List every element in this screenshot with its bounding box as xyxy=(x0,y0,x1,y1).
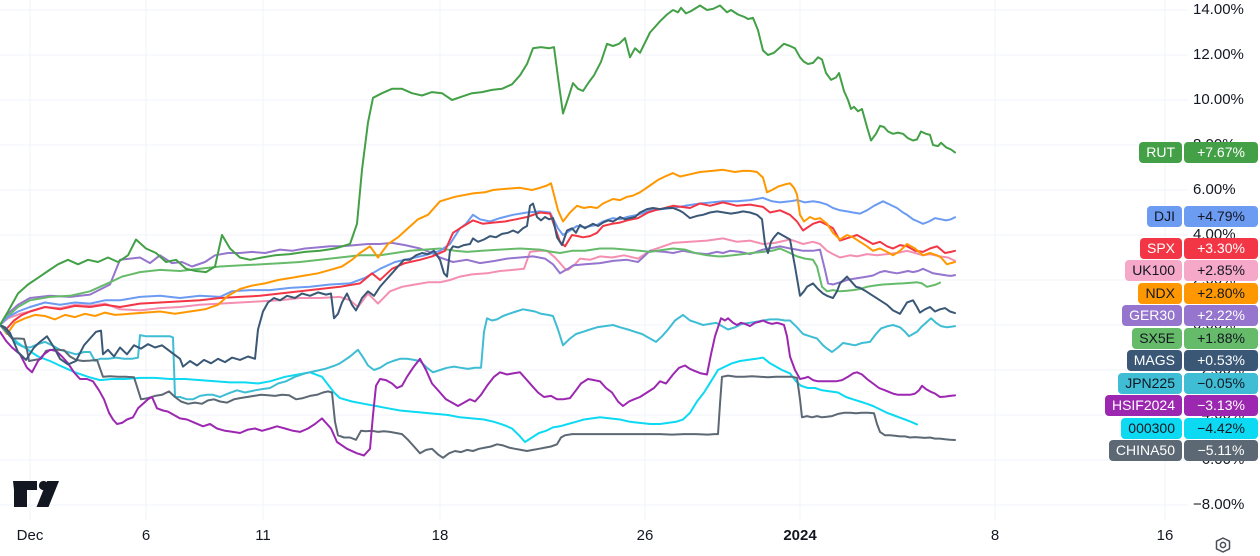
legend-badge-000300[interactable]: 000300 −4.42% xyxy=(1121,417,1258,439)
legend-symbol: HSIF2024 xyxy=(1104,395,1182,416)
legend-symbol: RUT xyxy=(1139,141,1182,163)
legend-change-value: +4.79% xyxy=(1184,206,1258,227)
legend-badge-ndx[interactable]: NDX +2.80% xyxy=(1138,282,1258,304)
legend-symbol: MAGS xyxy=(1126,350,1182,371)
legend-symbol: NDX xyxy=(1138,282,1182,304)
legend-symbol: DJI xyxy=(1147,206,1182,227)
time-scale-label: 26 xyxy=(636,527,654,544)
legend-badge-uk100[interactable]: UK100 +2.85% xyxy=(1125,260,1258,281)
legend-badge-sx5e[interactable]: SX5E +1.88% xyxy=(1132,327,1258,349)
legend-change-value: −3.13% xyxy=(1184,395,1258,416)
legend-symbol: UK100 xyxy=(1125,260,1182,281)
time-scale-label: 16 xyxy=(1156,527,1174,544)
legend-change-value: +7.67% xyxy=(1184,141,1258,163)
legend-change-value: +2.85% xyxy=(1184,260,1258,281)
legend-symbol: GER30 xyxy=(1122,305,1182,326)
legend-badge-ger30[interactable]: GER30 +2.22% xyxy=(1122,305,1258,326)
legend-change-value: +2.80% xyxy=(1184,282,1258,304)
series-line-jpn225[interactable] xyxy=(0,308,956,401)
legend-badge-spx[interactable]: SPX +3.30% xyxy=(1139,237,1258,259)
legend-change-value: +2.22% xyxy=(1184,305,1258,326)
time-scale-label: 18 xyxy=(431,527,449,544)
series-line-ndx[interactable] xyxy=(0,168,956,335)
legend-badge-jpn225[interactable]: JPN225 −0.05% xyxy=(1118,372,1258,394)
legend-symbol: JPN225 xyxy=(1118,372,1182,394)
series-line-uk100[interactable] xyxy=(0,237,956,326)
legend-change-value: +1.88% xyxy=(1184,327,1258,349)
series-line-rut[interactable] xyxy=(0,4,956,326)
legend-change-value: −4.42% xyxy=(1184,417,1258,439)
legend-symbol: SPX xyxy=(1139,237,1182,259)
series-line-ger30[interactable] xyxy=(0,241,956,326)
legend-change-value: +3.30% xyxy=(1184,237,1258,259)
time-scale-label: 2024 xyxy=(783,527,817,544)
tradingview-logo[interactable] xyxy=(10,477,62,511)
legend-badge-dji[interactable]: DJI +4.79% xyxy=(1147,206,1258,227)
legend-badge-rut[interactable]: RUT +7.67% xyxy=(1139,141,1258,163)
legend-change-value: +0.53% xyxy=(1184,350,1258,371)
time-scale-label: 8 xyxy=(990,527,1000,544)
series-line-hsif2024[interactable] xyxy=(0,317,956,457)
time-scale-label: Dec xyxy=(16,527,44,544)
legend-badge-china50[interactable]: CHINA50 −5.11% xyxy=(1108,440,1258,461)
series-line-000300[interactable] xyxy=(0,324,918,443)
legend-badge-mags[interactable]: MAGS +0.53% xyxy=(1126,350,1258,371)
time-scale-label: 11 xyxy=(255,527,271,544)
legend-symbol: CHINA50 xyxy=(1108,440,1182,461)
time-scale[interactable]: Dec 6 11 18 26 2024 8 16 xyxy=(0,520,1260,556)
legend-badge-hsif2024[interactable]: HSIF2024 −3.13% xyxy=(1104,395,1258,416)
legend-symbol: SX5E xyxy=(1132,327,1182,349)
timezone-settings-icon[interactable] xyxy=(1213,535,1233,555)
legend-change-value: −5.11% xyxy=(1184,440,1258,461)
legend-symbol: 000300 xyxy=(1121,417,1182,439)
time-scale-label: 6 xyxy=(141,527,151,544)
series-line-mags[interactable] xyxy=(0,202,956,368)
legend-change-value: −0.05% xyxy=(1184,372,1258,394)
